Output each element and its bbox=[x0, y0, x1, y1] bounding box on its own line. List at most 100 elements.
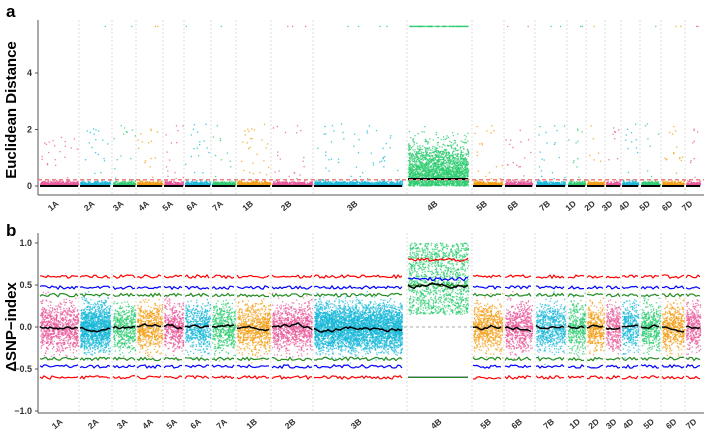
point bbox=[117, 311, 120, 313]
point bbox=[70, 324, 72, 326]
point bbox=[101, 345, 104, 347]
point bbox=[58, 333, 60, 336]
point bbox=[81, 182, 84, 185]
point bbox=[76, 336, 79, 339]
point bbox=[80, 325, 82, 327]
point bbox=[88, 305, 90, 308]
point bbox=[68, 310, 71, 312]
point bbox=[82, 311, 84, 314]
point bbox=[96, 337, 99, 339]
point bbox=[116, 183, 118, 185]
point bbox=[40, 341, 42, 343]
point bbox=[60, 331, 62, 333]
point bbox=[113, 138, 115, 140]
point bbox=[85, 322, 87, 325]
point bbox=[72, 317, 75, 320]
point bbox=[83, 349, 86, 351]
point bbox=[93, 314, 95, 316]
point bbox=[131, 345, 133, 347]
point bbox=[45, 309, 48, 311]
point bbox=[104, 311, 106, 314]
point bbox=[124, 301, 126, 303]
point bbox=[105, 184, 107, 186]
point bbox=[161, 324, 163, 326]
point bbox=[43, 325, 46, 328]
point bbox=[83, 312, 85, 314]
point bbox=[62, 317, 64, 319]
point bbox=[64, 342, 66, 344]
point bbox=[52, 328, 54, 330]
point bbox=[96, 316, 98, 318]
point bbox=[113, 303, 115, 305]
point bbox=[66, 322, 68, 325]
point bbox=[160, 342, 163, 345]
point bbox=[74, 324, 76, 326]
point bbox=[166, 302, 168, 305]
point bbox=[108, 325, 110, 327]
point bbox=[59, 180, 62, 182]
point bbox=[41, 308, 43, 310]
point bbox=[43, 320, 45, 322]
point bbox=[115, 344, 117, 346]
point bbox=[133, 337, 135, 339]
point bbox=[61, 349, 63, 352]
point bbox=[47, 320, 50, 322]
point bbox=[48, 141, 50, 143]
point bbox=[98, 317, 100, 319]
point bbox=[74, 337, 77, 340]
point bbox=[156, 313, 158, 315]
point bbox=[92, 344, 94, 346]
point bbox=[57, 350, 59, 352]
point bbox=[42, 336, 44, 339]
point bbox=[51, 336, 53, 338]
point bbox=[92, 128, 95, 130]
point bbox=[89, 182, 91, 184]
point bbox=[98, 314, 100, 316]
point bbox=[108, 333, 110, 335]
point bbox=[142, 345, 144, 347]
point bbox=[153, 327, 155, 330]
point bbox=[83, 309, 85, 311]
point bbox=[86, 327, 88, 330]
point bbox=[41, 158, 43, 160]
point bbox=[102, 319, 104, 321]
point bbox=[90, 312, 92, 314]
point bbox=[80, 317, 82, 319]
point bbox=[95, 316, 97, 318]
point bbox=[67, 334, 69, 336]
point bbox=[144, 331, 146, 334]
point bbox=[70, 314, 72, 316]
point bbox=[144, 312, 146, 314]
point bbox=[129, 334, 131, 337]
point bbox=[152, 176, 154, 178]
point bbox=[54, 181, 57, 183]
threshold-line bbox=[112, 364, 136, 369]
point bbox=[59, 337, 61, 339]
point bbox=[83, 339, 85, 341]
point bbox=[91, 320, 94, 322]
point bbox=[80, 345, 82, 347]
point bbox=[127, 338, 129, 340]
point bbox=[109, 326, 112, 328]
point bbox=[101, 183, 103, 186]
point bbox=[41, 341, 43, 343]
point bbox=[130, 181, 132, 183]
point bbox=[143, 339, 145, 341]
point bbox=[45, 293, 47, 295]
point bbox=[97, 304, 99, 306]
point bbox=[104, 340, 106, 342]
point bbox=[47, 321, 50, 323]
point bbox=[127, 339, 129, 341]
point bbox=[73, 308, 75, 311]
point bbox=[87, 306, 89, 308]
point bbox=[72, 334, 75, 336]
point bbox=[47, 338, 49, 340]
point bbox=[49, 333, 51, 335]
point bbox=[44, 334, 46, 336]
point bbox=[52, 183, 54, 185]
point bbox=[53, 331, 56, 333]
point bbox=[137, 147, 140, 149]
point bbox=[62, 320, 65, 322]
point bbox=[45, 333, 47, 335]
